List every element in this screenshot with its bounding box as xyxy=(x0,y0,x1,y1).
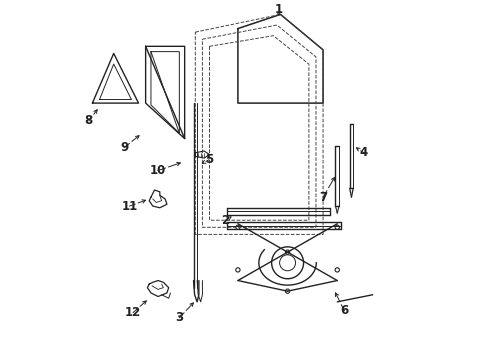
Text: 10: 10 xyxy=(150,164,166,177)
Text: 7: 7 xyxy=(319,191,327,204)
Text: 8: 8 xyxy=(85,114,93,127)
Text: 5: 5 xyxy=(205,153,213,166)
Text: 12: 12 xyxy=(125,306,141,319)
Circle shape xyxy=(335,225,340,229)
Text: 2: 2 xyxy=(221,214,229,227)
Circle shape xyxy=(286,250,290,254)
Circle shape xyxy=(286,289,290,293)
Text: 11: 11 xyxy=(122,199,138,212)
Text: 1: 1 xyxy=(275,3,283,15)
Text: 4: 4 xyxy=(360,146,368,159)
Text: 9: 9 xyxy=(120,141,128,154)
Circle shape xyxy=(236,225,240,229)
Circle shape xyxy=(236,268,240,272)
Circle shape xyxy=(335,268,340,272)
Text: 6: 6 xyxy=(340,304,348,317)
Text: 3: 3 xyxy=(175,311,183,324)
